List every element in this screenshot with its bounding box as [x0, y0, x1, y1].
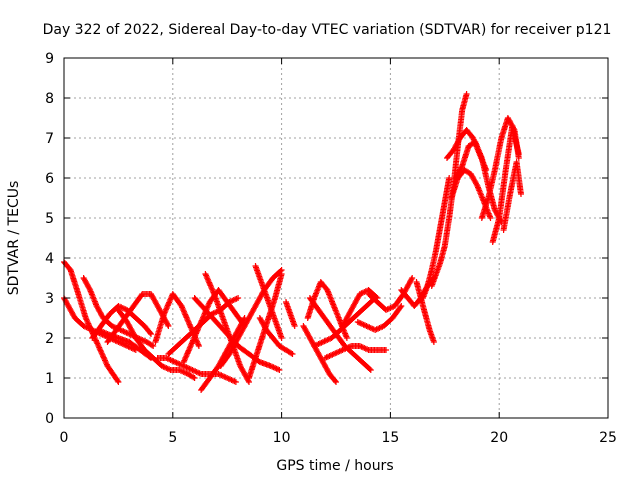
- plot-frame: [63, 57, 609, 419]
- data-series-track-24: [322, 343, 389, 361]
- data-series-track-25: [339, 287, 381, 329]
- y-tick-label: 2: [45, 331, 54, 347]
- y-tick-label: 6: [45, 171, 54, 187]
- x-tick-label: 10: [273, 430, 291, 446]
- data-series-track-7: [115, 307, 198, 381]
- x-tick-label: 25: [599, 430, 617, 446]
- data-series-track-17: [252, 263, 285, 341]
- x-axis-label: GPS time / hours: [276, 458, 393, 474]
- data-points: [252, 263, 285, 341]
- data-series-track-37: [500, 159, 524, 233]
- y-axis-label: SDTVAR / TECUs: [6, 181, 22, 296]
- x-tick-label: 20: [490, 430, 508, 446]
- data-series-track-18: [256, 315, 296, 357]
- data-series-track-27: [365, 275, 416, 313]
- data-series-track-26: [354, 303, 405, 333]
- data-points: [115, 307, 198, 381]
- y-tick-label: 5: [45, 211, 54, 227]
- chart-title: Day 322 of 2022, Sidereal Day-to-day VTE…: [43, 22, 612, 38]
- data-points: [256, 315, 296, 357]
- x-tick-label: 0: [60, 430, 69, 446]
- axis-ticks: [63, 57, 609, 419]
- data-series-track-30: [420, 175, 453, 301]
- x-tick-label: 5: [168, 430, 177, 446]
- data-series-track-29: [413, 279, 437, 345]
- data-series-track-14: [198, 315, 248, 393]
- data-points: [322, 343, 389, 361]
- y-tick-label: 4: [45, 251, 54, 267]
- y-tick-label: 9: [45, 51, 54, 67]
- y-tick-label: 3: [45, 291, 54, 307]
- y-tick-label: 8: [45, 91, 54, 107]
- y-tick-label: 1: [45, 371, 54, 387]
- data-points: [198, 315, 248, 393]
- data-points: [354, 303, 405, 333]
- data-points: [500, 159, 524, 233]
- data-series-track-36: [489, 123, 522, 245]
- data-points: [489, 123, 522, 245]
- data-points: [283, 299, 298, 329]
- data-points: [413, 279, 437, 345]
- y-tick-label: 7: [45, 131, 54, 147]
- data-points: [365, 275, 416, 313]
- y-tick-label: 0: [45, 411, 54, 427]
- x-tick-label: 15: [381, 430, 399, 446]
- data-points: [339, 287, 381, 329]
- data-series-track-19: [283, 299, 298, 329]
- tick-labels: 0 5 10 15 20 25 0 1 2 3 4 5 6 7 8 9: [45, 51, 617, 446]
- data-points: [420, 175, 453, 301]
